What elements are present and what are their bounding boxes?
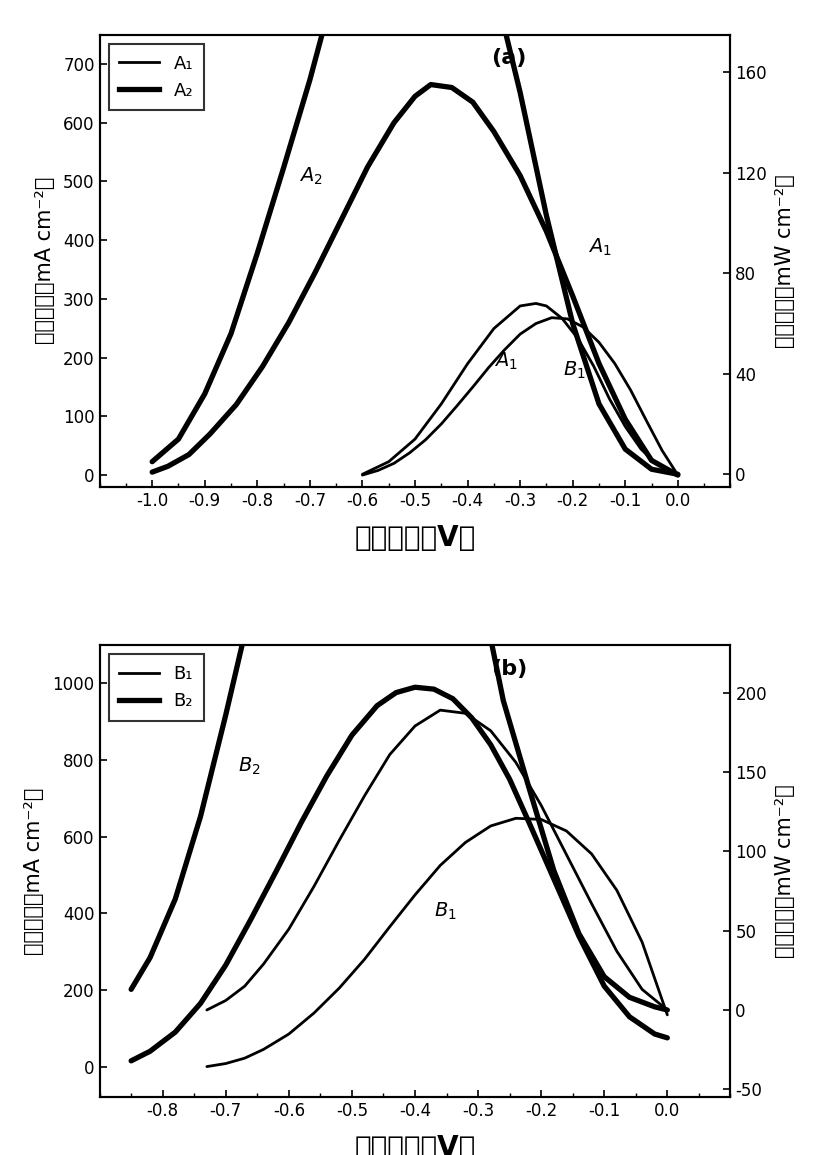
Y-axis label: 电流密度（mA cm⁻²）: 电流密度（mA cm⁻²） — [35, 177, 55, 344]
Legend: B₁, B₂: B₁, B₂ — [109, 654, 204, 721]
Text: (a): (a) — [491, 49, 526, 68]
X-axis label: 阳极电位（V）: 阳极电位（V） — [354, 1134, 476, 1155]
Y-axis label: 电流密度（mA cm⁻²）: 电流密度（mA cm⁻²） — [24, 788, 44, 955]
X-axis label: 阳极电位（V）: 阳极电位（V） — [354, 523, 476, 552]
Y-axis label: 功率密度（mW cm⁻²）: 功率密度（mW cm⁻²） — [775, 174, 795, 348]
Text: $A_1$: $A_1$ — [588, 237, 613, 259]
Text: $B_1$: $B_1$ — [434, 901, 457, 923]
Y-axis label: 功率密度（mW cm⁻²）: 功率密度（mW cm⁻²） — [775, 784, 795, 957]
Text: $A_1$: $A_1$ — [494, 350, 518, 372]
Text: $A_2$: $A_2$ — [300, 165, 323, 187]
Text: $B_2$: $B_2$ — [238, 755, 261, 777]
Text: $B_1$: $B_1$ — [564, 359, 586, 381]
Legend: A₁, A₂: A₁, A₂ — [109, 44, 204, 111]
Text: (b): (b) — [491, 658, 527, 679]
